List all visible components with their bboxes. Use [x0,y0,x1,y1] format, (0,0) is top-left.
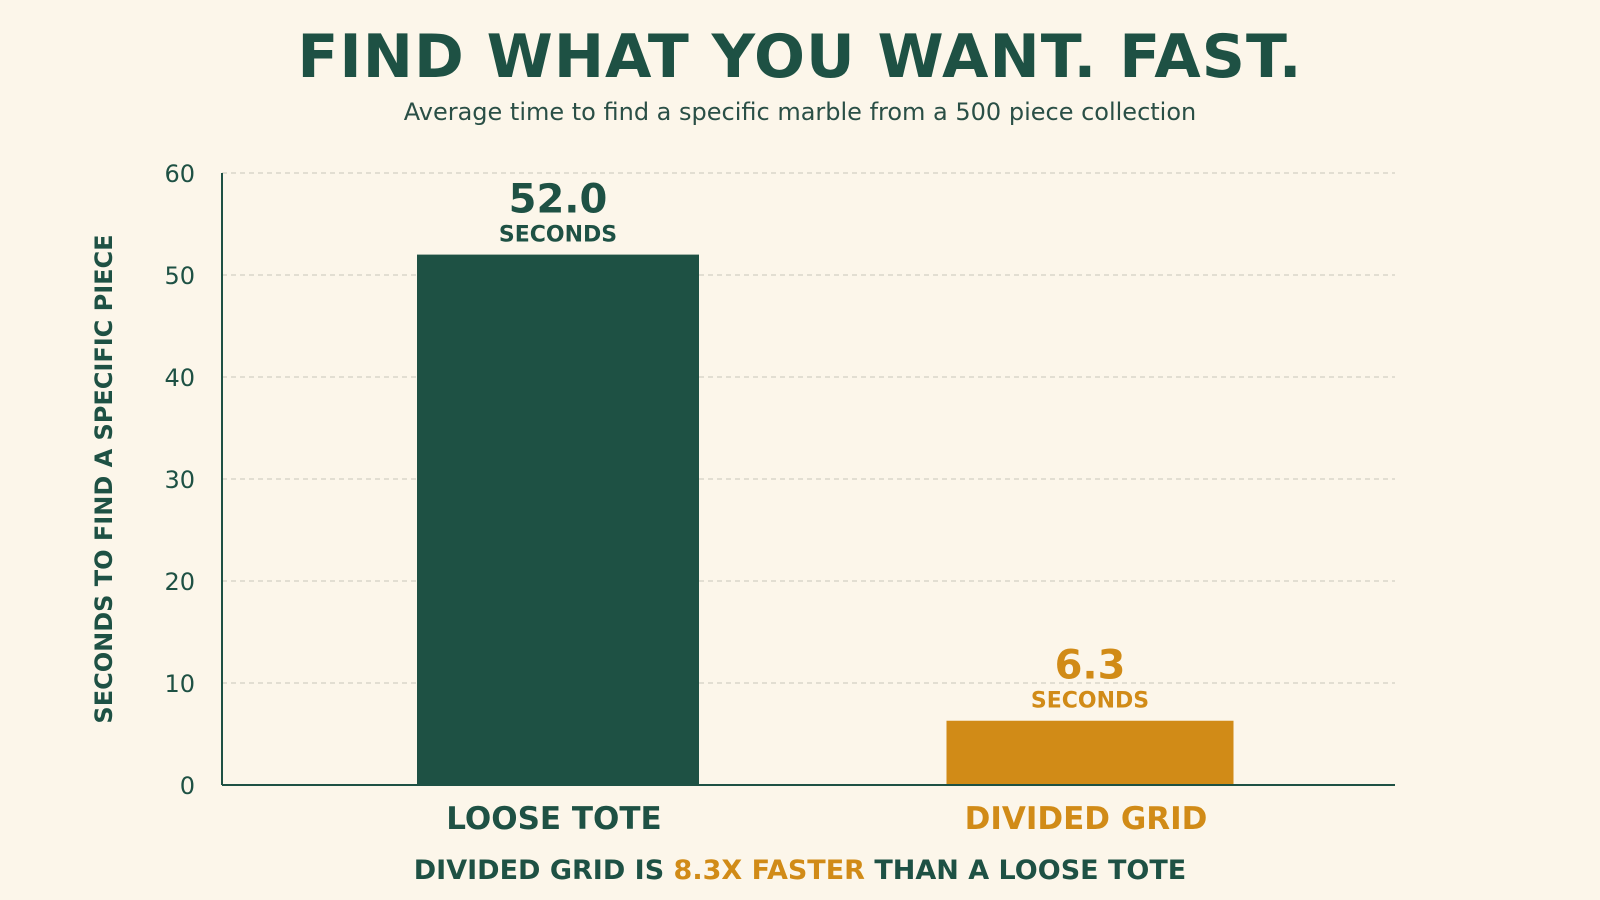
bar-value-label: 6.3 [1055,643,1126,689]
y-tick-label: 0 [180,772,195,800]
y-tick-label: 40 [164,364,195,392]
comparison-highlight: 8.3X FASTER [673,855,865,886]
y-tick-label: 20 [164,568,195,596]
comparison-suffix: THAN A LOOSE TOTE [864,855,1187,886]
y-tick-label: 50 [164,262,195,290]
y-axis-label: SECONDS TO FIND A SPECIFIC PIECE [90,234,118,723]
bar-divided-grid [946,720,1234,785]
bar-unit-label: SECONDS [1031,689,1149,714]
grid-lines [222,172,1395,684]
bar-value-label: 52.0 [509,177,608,223]
bar-unit-label: SECONDS [499,223,617,248]
y-tick-label: 30 [164,466,195,494]
comparison-note: DIVIDED GRID IS 8.3X FASTER THAN A LOOSE… [0,855,1600,886]
chart-subtitle: Average time to find a specific marble f… [403,98,1197,126]
chart-title: FIND WHAT YOU WANT. FAST. [297,22,1303,92]
y-tick-label: 10 [164,670,195,698]
x-category-label: LOOSE TOTE [446,801,661,837]
y-tick-label: 60 [164,160,195,188]
x-category-label: DIVIDED GRID [965,801,1208,837]
bar-loose-tote [417,254,699,786]
comparison-prefix: DIVIDED GRID IS [413,855,674,886]
x-axis-labels: LOOSE TOTE DIVIDED GRID [446,801,1207,837]
bars [417,254,1234,786]
y-axis-ticks: 0 10 20 30 40 50 60 [164,160,195,800]
